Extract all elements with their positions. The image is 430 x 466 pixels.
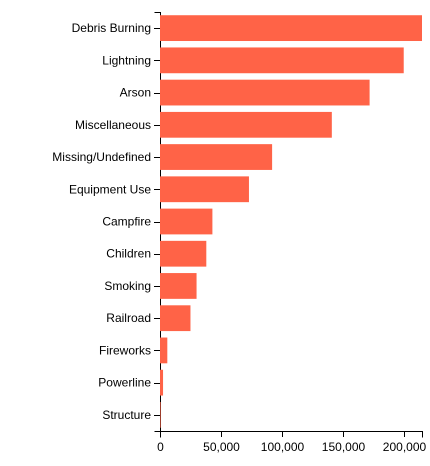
x-tick-label: 150,000 bbox=[322, 440, 366, 454]
y-tick-label: Lightning bbox=[102, 53, 151, 67]
x-tick-label: 200,000 bbox=[383, 440, 427, 454]
bar-lightning bbox=[160, 47, 404, 74]
y-tick-label: Structure bbox=[102, 408, 151, 422]
bar-campfire bbox=[160, 208, 213, 235]
bars bbox=[160, 15, 422, 428]
y-tick-label: Smoking bbox=[104, 279, 151, 293]
bar-arson bbox=[160, 79, 370, 106]
bar-fireworks bbox=[160, 337, 168, 364]
bar-railroad bbox=[160, 305, 191, 332]
y-axis: Debris Burning Lightning Arson Miscellaneou… bbox=[52, 12, 161, 432]
y-tick-label: Equipment Use bbox=[69, 182, 151, 196]
x-axis-line bbox=[160, 431, 423, 438]
y-tick-label: Railroad bbox=[106, 311, 151, 325]
bar-powerline bbox=[160, 369, 164, 396]
y-tick-label: Missing/Undefined bbox=[52, 150, 151, 164]
bar-children bbox=[160, 240, 207, 267]
x-tick-label: 100,000 bbox=[261, 440, 305, 454]
x-tick-label: 50,000 bbox=[203, 440, 240, 454]
bar-debris-burning bbox=[160, 15, 422, 42]
y-tick-label: Powerline bbox=[98, 376, 151, 390]
y-tick-label: Arson bbox=[120, 86, 151, 100]
y-tick-label: Miscellaneous bbox=[75, 118, 151, 132]
bar-miscellaneous bbox=[160, 111, 332, 138]
bar-equipment-use bbox=[160, 176, 249, 203]
y-tick-label: Debris Burning bbox=[72, 21, 151, 35]
bar-missing-undefined bbox=[160, 144, 273, 170]
y-tick-label: Fireworks bbox=[99, 343, 151, 357]
bar-smoking bbox=[160, 273, 197, 299]
y-tick-label: Campfire bbox=[102, 215, 151, 229]
x-axis: 0 50,000 100,000 150,000 200,000 bbox=[157, 431, 427, 454]
bar-structure bbox=[160, 401, 161, 428]
x-tick-label: 0 bbox=[157, 440, 164, 454]
y-tick-label: Children bbox=[106, 247, 151, 261]
